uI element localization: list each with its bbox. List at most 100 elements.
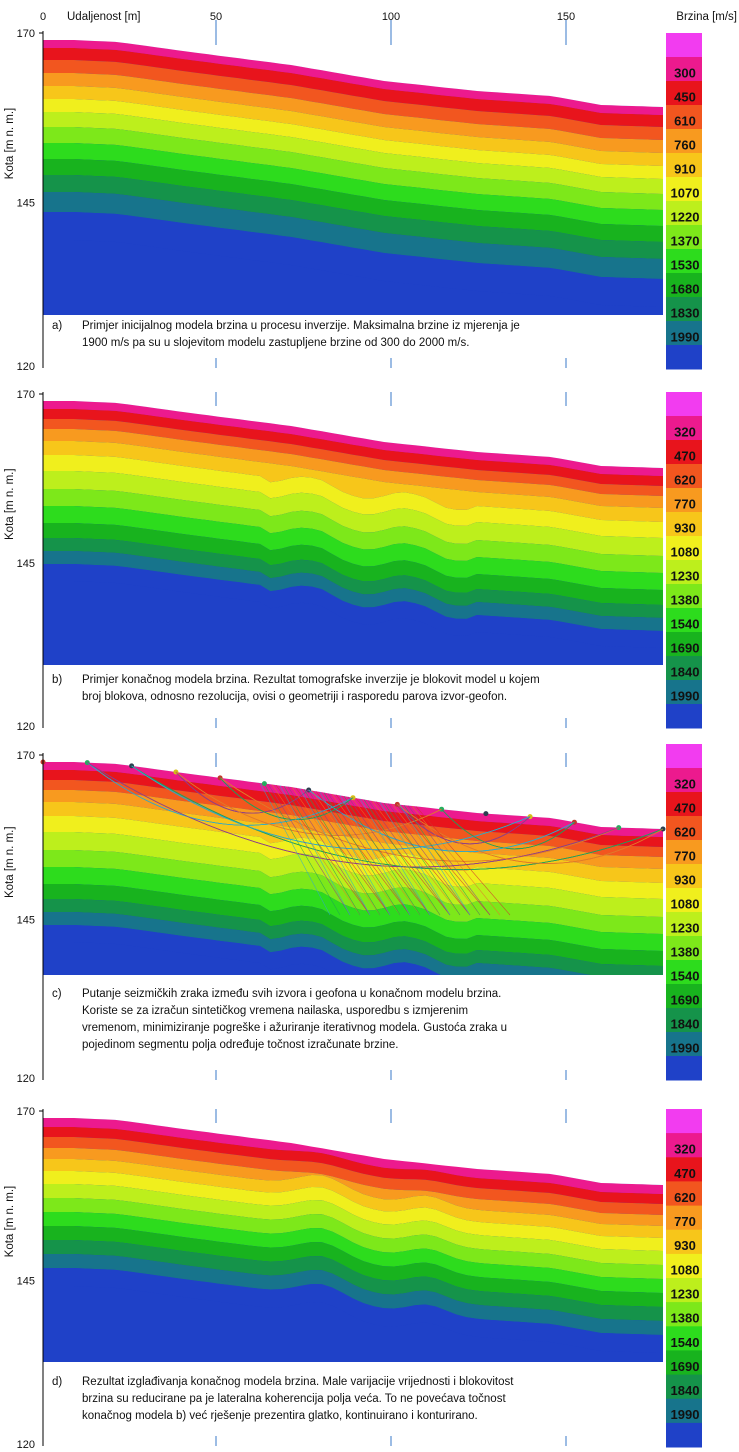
velocity-layer — [43, 1226, 663, 1307]
seismic-ray — [175, 771, 309, 814]
caption-line: Rezultat izglađivanja konačnog modela br… — [82, 1376, 514, 1388]
air-region — [43, 394, 663, 468]
colorbar-swatch — [666, 704, 702, 729]
colorbar-label: 1990 — [671, 329, 700, 344]
colorbar-label: 770 — [674, 1214, 696, 1229]
caption-label: d) — [52, 1376, 62, 1388]
colorbar-swatch — [666, 536, 702, 561]
velocity-layer — [43, 48, 663, 127]
colorbar-swatch — [666, 840, 702, 865]
seismic-ray — [279, 785, 351, 916]
colorbar-swatch — [666, 105, 702, 130]
colorbar-swatch — [666, 632, 702, 657]
y-tick-label: 145 — [17, 1276, 35, 1288]
caption-line: konačnog modela b) već rješenje prezenti… — [82, 1410, 478, 1422]
colorbar-label: 320 — [674, 1142, 696, 1157]
seismic-ray — [351, 797, 441, 916]
velocity-layer — [43, 401, 663, 476]
colorbar-swatch — [666, 1374, 702, 1400]
velocity-layer — [43, 471, 663, 556]
colorbar-label: 760 — [674, 137, 696, 152]
caption: d) Rezultat izglađivanja konačnog modela … — [52, 1376, 514, 1422]
seismic-ray — [347, 796, 431, 916]
colorbar-swatch — [666, 153, 702, 178]
velocity-layer — [43, 523, 663, 605]
colorbar-swatch — [666, 225, 702, 250]
colorbar-label: 1070 — [671, 185, 700, 200]
velocity-layer — [43, 1159, 663, 1238]
velocity-layer — [43, 1148, 663, 1226]
colorbar-label: 1690 — [671, 992, 700, 1007]
x-axis-title: Udaljenost [m] — [67, 11, 141, 23]
model-layers — [43, 394, 663, 665]
colorbar-swatch — [666, 1032, 702, 1057]
y-tick-label: 170 — [17, 28, 35, 40]
seismic-ray — [131, 765, 531, 851]
colorbar-label: 1080 — [671, 896, 700, 911]
colorbar-swatch — [666, 33, 702, 58]
caption-line: broj blokova, odnosno rezolucija, ovisi … — [82, 691, 507, 703]
colorbar-swatch — [666, 608, 702, 633]
seismic-ray — [219, 777, 619, 862]
colorbar-label: 1230 — [671, 568, 700, 583]
caption-area — [43, 315, 663, 368]
velocity-layer — [43, 489, 663, 573]
air-region — [43, 1111, 663, 1185]
seismic-ray — [371, 800, 461, 916]
velocity-layer — [43, 409, 663, 486]
seismic-ray — [303, 789, 381, 916]
caption-line: brzina su reducirane pa je lateralna koh… — [82, 1393, 506, 1405]
caption-line: pojedinom segmentu polja određuje točnos… — [82, 1039, 398, 1051]
colorbar-label: 770 — [674, 496, 696, 511]
colorbar-label: 1370 — [671, 233, 700, 248]
colorbar-swatch — [666, 1056, 702, 1081]
caption-area — [43, 665, 663, 728]
model-layers — [43, 33, 663, 315]
seismic-ray — [319, 791, 391, 916]
colorbar-label: 1840 — [671, 1016, 700, 1031]
velocity-layer — [43, 790, 663, 869]
seismic-ray — [263, 783, 341, 916]
colorbar-legend: 300 450 610 760 910 1070 1220 1370 1530 1680 1830 1… — [666, 33, 702, 370]
colorbar-label: 1230 — [671, 920, 700, 935]
colorbar-swatch — [666, 1181, 702, 1206]
seismic-ray — [407, 805, 491, 916]
colorbar-label: 610 — [674, 113, 696, 128]
colorbar-swatch — [666, 1133, 702, 1158]
x-axis-top: 0 Udaljenost [m] 50 100 150 Brzina [m/s] — [40, 11, 737, 23]
velocity-layer — [43, 60, 663, 140]
seismic-ray — [391, 803, 481, 916]
colorbar-swatch — [666, 1229, 702, 1255]
panel-b: 170 145 120 Kota [m n. m.] 320 470 620 770 930 1… — [4, 389, 702, 733]
colorbar-label: 1990 — [671, 688, 700, 703]
colorbar-label: 1690 — [671, 640, 700, 655]
colorbar-swatch — [666, 560, 702, 585]
colorbar-legend: 320 470 620 770 930 1080 1230 1380 1540 1690 1840 1… — [666, 744, 702, 1081]
velocity-layer — [43, 899, 663, 975]
colorbar-label: 1680 — [671, 281, 700, 296]
colorbar-label: 320 — [674, 776, 696, 791]
colorbar-label: 1540 — [671, 968, 700, 983]
colorbar-swatch — [666, 81, 702, 106]
seismic-ray — [131, 765, 664, 870]
colorbar-swatch — [666, 273, 702, 298]
colorbar-label: 1840 — [671, 664, 700, 679]
seismic-ray — [411, 805, 501, 916]
y-tick-label: 145 — [17, 198, 35, 210]
velocity-layer — [43, 564, 663, 648]
seismic-ray — [441, 808, 575, 850]
velocity-layer — [43, 1254, 663, 1335]
velocity-layer — [43, 925, 441, 975]
colorbar-swatch — [666, 512, 702, 537]
colorbar-swatch — [666, 816, 702, 841]
model-layers — [43, 755, 663, 975]
colorbar-label: 320 — [674, 424, 696, 439]
colorbar-label: 930 — [674, 1238, 696, 1253]
colorbar-swatch — [666, 416, 702, 441]
velocity-layer — [43, 143, 663, 226]
velocity-layer — [43, 212, 663, 307]
axes: 170 145 120 Kota [m n. m.] — [4, 20, 567, 373]
velocity-layer — [43, 538, 663, 618]
x-tick-label: 50 — [210, 11, 222, 23]
y-tick-label: 120 — [17, 1073, 35, 1085]
